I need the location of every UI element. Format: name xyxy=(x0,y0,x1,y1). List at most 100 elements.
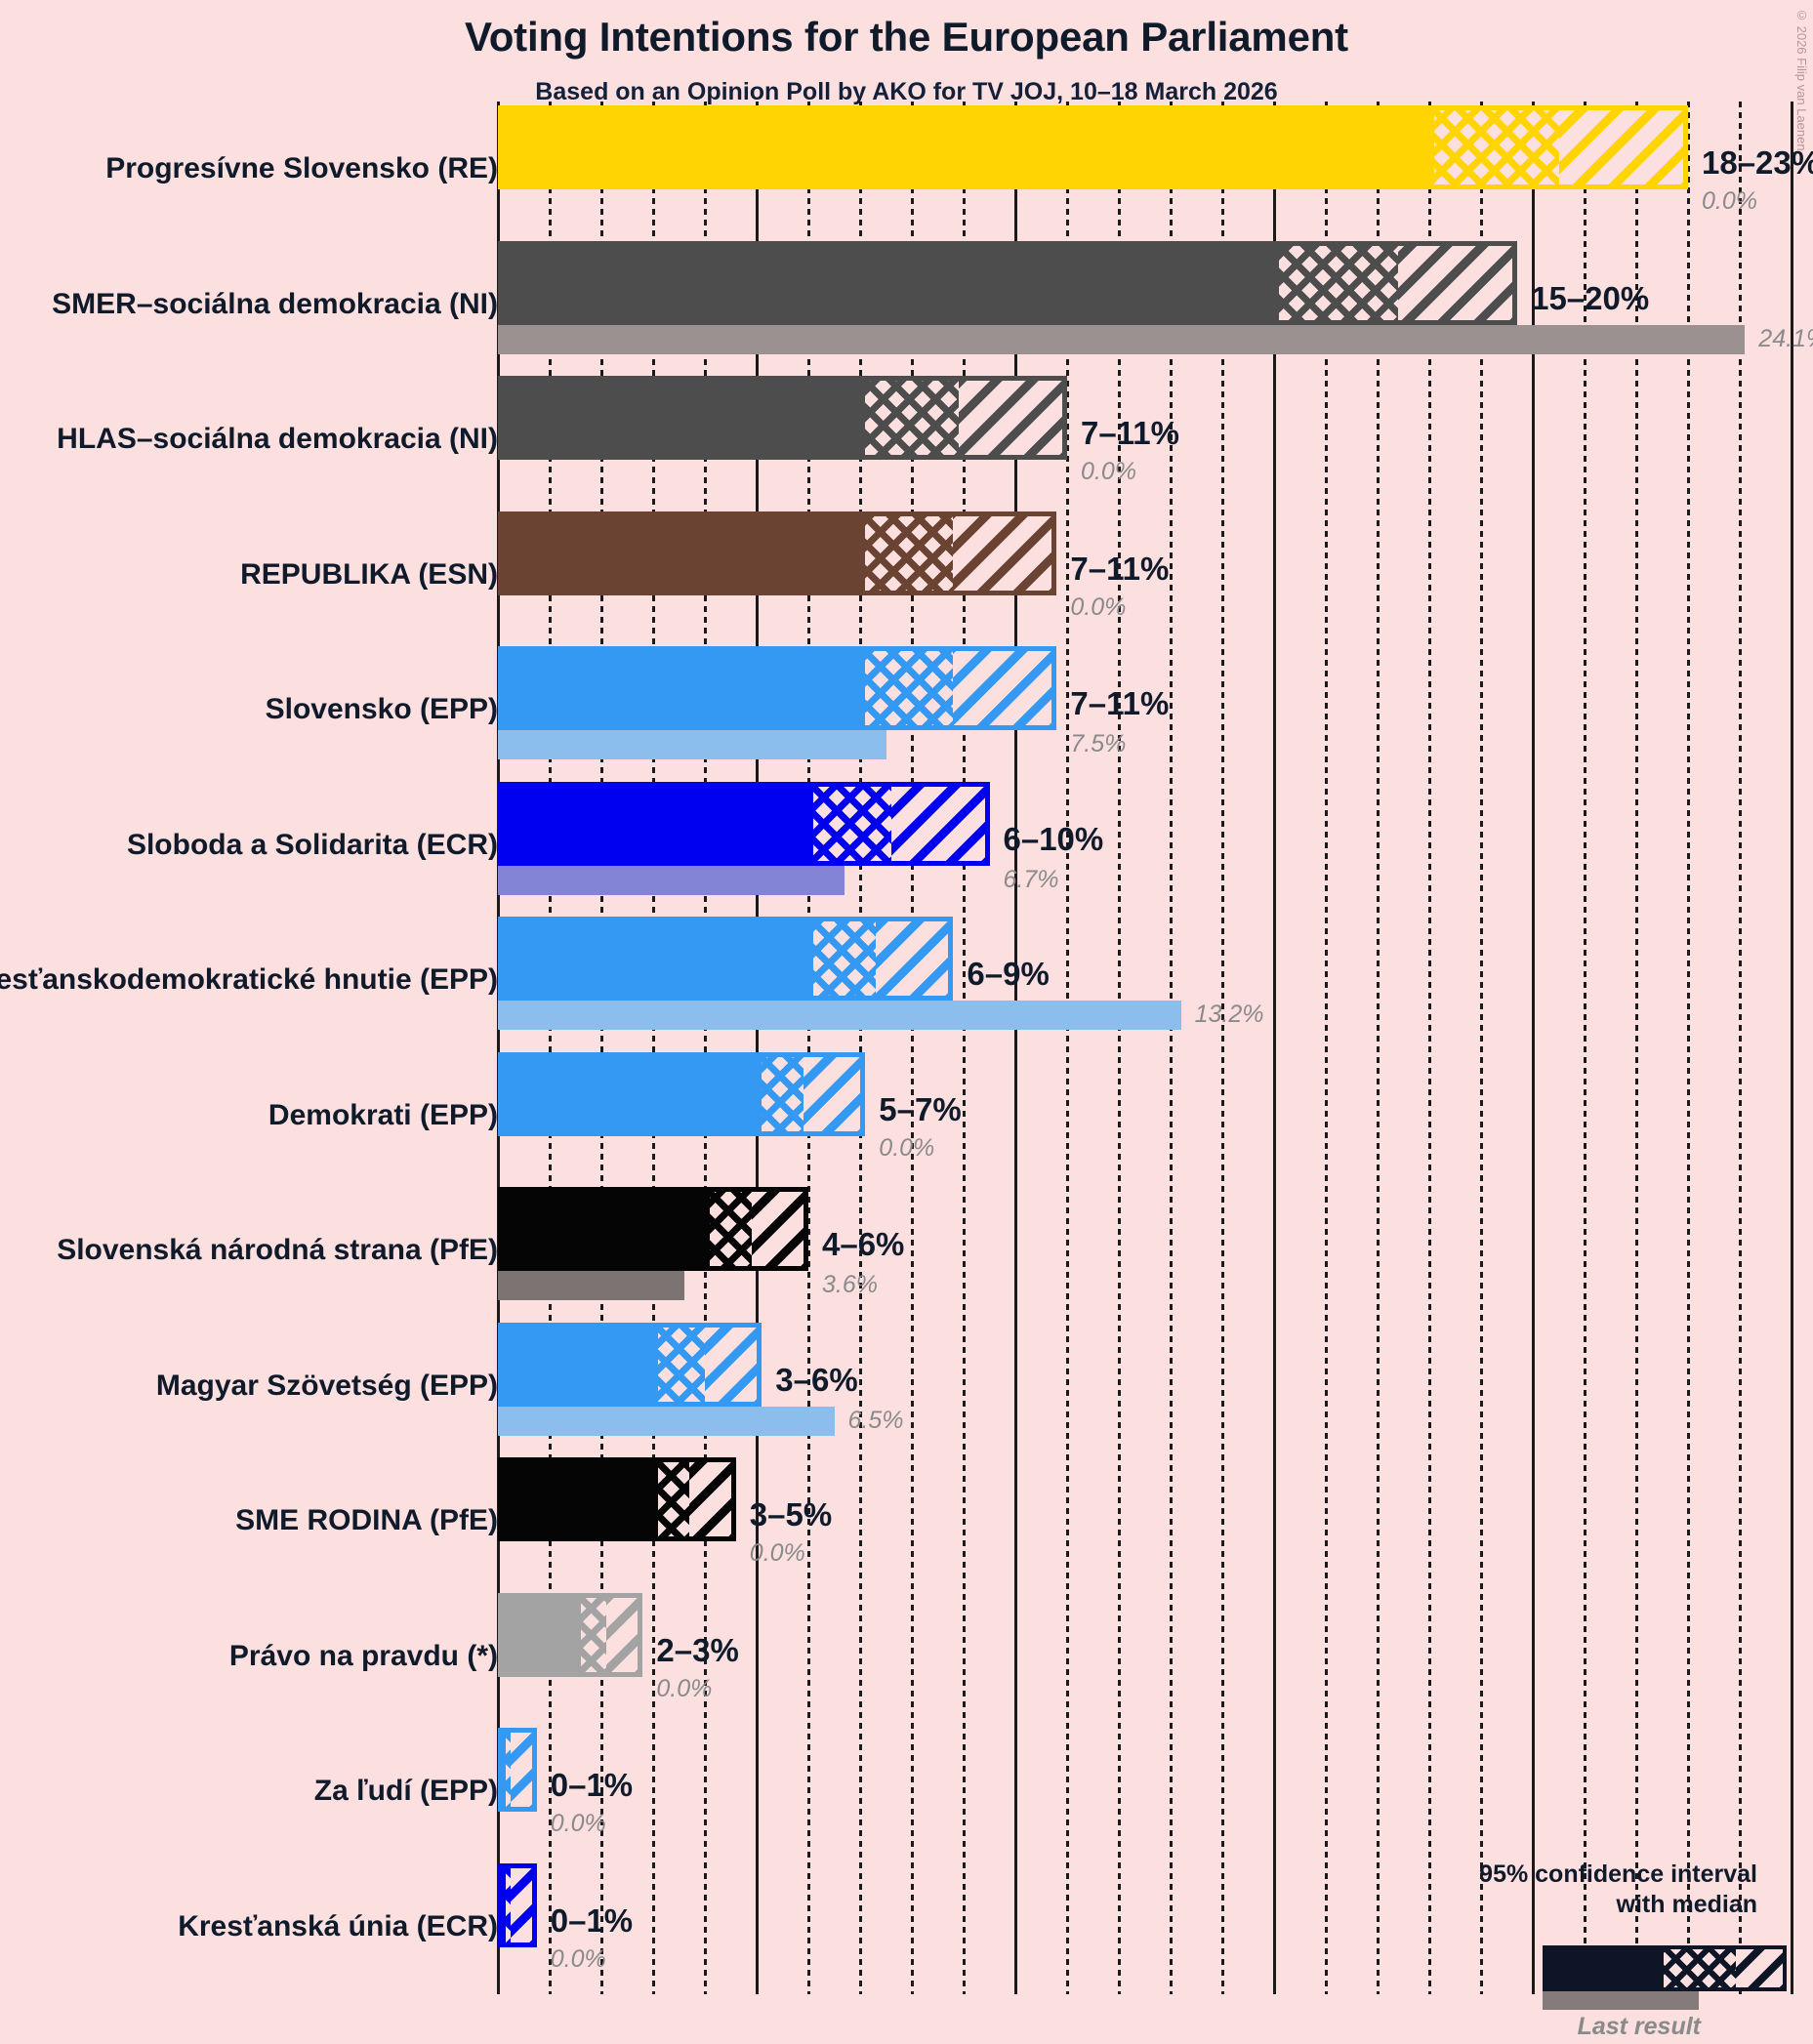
gridline-minor xyxy=(1583,102,1586,1994)
confidence-interval-bar xyxy=(498,240,1518,325)
gridline-minor xyxy=(910,102,914,1994)
bar-outline xyxy=(808,917,954,1001)
last-result-label: 6.7% xyxy=(1003,865,1059,893)
bar-segment-solid xyxy=(498,1592,576,1677)
chart-row: Za ľudí (EPP) 0–1% 0.0% xyxy=(0,1724,1813,1860)
value-range-label: 3–6% xyxy=(775,1361,858,1398)
bar-segment-diagonal xyxy=(875,917,954,1001)
value-range-label: 6–10% xyxy=(1003,820,1104,857)
last-result-label: 0.0% xyxy=(550,1944,606,1973)
party-label: Sloboda a Solidarita (ECR) xyxy=(126,828,498,861)
bar-segment-crosshatch xyxy=(653,1457,690,1541)
gridline-minor xyxy=(1686,102,1690,1994)
last-result-label: 0.0% xyxy=(1081,458,1136,485)
value-range-label: 6–9% xyxy=(967,956,1050,992)
chart-subtitle: Based on an Opinion Poll by AKO for TV J… xyxy=(535,78,1278,105)
legend-segment-solid xyxy=(1543,1945,1660,1991)
bar-outline xyxy=(500,1728,537,1812)
chart-legend: 95% confidence interval with median Last… xyxy=(1386,1860,1787,2040)
bar-segment-solid xyxy=(498,1051,757,1136)
last-result-label: 13.2% xyxy=(1194,1001,1264,1028)
bar-segment-crosshatch xyxy=(860,646,954,730)
bar-segment-solid xyxy=(498,105,1429,189)
gridline-minor xyxy=(1738,102,1742,1994)
confidence-interval-bar xyxy=(498,646,1057,730)
gridline-major xyxy=(755,102,759,1994)
gridline-minor xyxy=(1479,102,1483,1994)
chart-row: HLAS–sociálna demokracia (NI) 7–11% 0.0% xyxy=(0,372,1813,508)
bar-segment-crosshatch xyxy=(808,917,876,1001)
gridline-major xyxy=(1531,102,1535,1994)
bar-outline xyxy=(860,646,1057,730)
last-result-bar xyxy=(498,1001,1181,1030)
value-range-label: 5–7% xyxy=(879,1090,962,1127)
value-range-label: 4–6% xyxy=(822,1226,905,1262)
party-label: Za ľudí (EPP) xyxy=(313,1775,498,1808)
confidence-interval-bar xyxy=(498,511,1057,595)
bar-segment-solid xyxy=(498,781,808,866)
chart-row: Kresťanská únia (ECR) 0–1% 0.0% xyxy=(0,1860,1813,1995)
value-range-label: 2–3% xyxy=(656,1631,739,1668)
bar-segment-diagonal xyxy=(689,1457,736,1541)
bar-segment-crosshatch xyxy=(757,1051,803,1136)
chart-row: Právo na pravdu (*) 2–3% 0.0% xyxy=(0,1589,1813,1725)
bar-segment-solid xyxy=(498,1862,501,1947)
bar-segment-solid xyxy=(498,1187,705,1271)
gridline-major xyxy=(1790,102,1793,1994)
legend-last-result-label: Last result xyxy=(1577,2013,1701,2040)
bar-outline xyxy=(1274,240,1518,325)
gridline-minor xyxy=(858,102,862,1994)
gridline-minor xyxy=(1427,102,1431,1994)
chart-row: Slovenská národná strana (PfE) 4–6% 3.6% xyxy=(0,1183,1813,1319)
bar-segment-solid xyxy=(498,917,808,1001)
bar-segment-diagonal xyxy=(958,376,1067,460)
gridline-major xyxy=(1013,102,1017,1994)
gridline-minor xyxy=(806,102,810,1994)
chart-title: Voting Intentions for the European Parli… xyxy=(465,14,1348,60)
last-result-label: 3.6% xyxy=(822,1271,878,1298)
last-result-label: 6.5% xyxy=(847,1406,904,1434)
confidence-interval-bar xyxy=(498,1051,866,1136)
bar-outline xyxy=(1429,105,1688,189)
gridline-minor xyxy=(599,102,603,1994)
bar-outline xyxy=(705,1187,808,1271)
legend-bar-outline xyxy=(1660,1945,1787,1991)
party-label: Demokrati (EPP) xyxy=(268,1098,498,1131)
bar-segment-solid xyxy=(498,240,1274,325)
bar-outline xyxy=(653,1457,736,1541)
party-label: Kresťanskodemokratické hnutie (EPP) xyxy=(0,963,498,997)
bar-outline xyxy=(757,1051,866,1136)
chart-row: Demokrati (EPP) 5–7% 0.0% xyxy=(0,1048,1813,1184)
gridline-minor xyxy=(1376,102,1380,1994)
last-result-label: 7.5% xyxy=(1070,730,1127,757)
value-range-label: 3–5% xyxy=(749,1496,833,1533)
gridline-major xyxy=(1272,102,1276,1994)
copyright-notice: © 2026 Filip van Laenen xyxy=(1794,8,1809,151)
gridline-minor xyxy=(1169,102,1173,1994)
chart-row: Magyar Szövetség (EPP) 3–6% 6.5% xyxy=(0,1319,1813,1454)
bar-segment-diagonal xyxy=(1398,240,1518,325)
legend-ci-label: 95% confidence interval with median xyxy=(1479,1860,1757,1919)
party-label: Slovenská národná strana (PfE) xyxy=(57,1234,498,1267)
confidence-interval-bar xyxy=(498,1457,736,1541)
bar-segment-diagonal xyxy=(751,1187,808,1271)
bar-segment-solid xyxy=(498,1322,653,1407)
chart-row: SMER–sociálna demokracia (NI) 15–20% 24.1% xyxy=(0,237,1813,373)
y-axis-line xyxy=(496,102,500,1994)
value-range-label: 0–1% xyxy=(550,1767,634,1803)
bar-segment-crosshatch xyxy=(705,1187,752,1271)
bar-outline xyxy=(500,1862,537,1947)
bar-segment-crosshatch xyxy=(1429,105,1559,189)
legend-last-result-bar xyxy=(1543,1991,1699,2010)
legend-line-1: 95% confidence interval xyxy=(1479,1860,1757,1888)
last-result-bar xyxy=(498,865,845,895)
last-result-label: 0.0% xyxy=(1070,593,1127,621)
gridline-minor xyxy=(548,102,552,1994)
gridline-minor xyxy=(1220,102,1224,1994)
chart-row: Progresívne Slovensko (RE) 18–23% 0.0% xyxy=(0,102,1813,237)
party-label: SME RODINA (PfE) xyxy=(235,1504,498,1537)
bar-segment-solid xyxy=(498,646,860,730)
chart-row: REPUBLIKA (ESN) 7–11% 0.0% xyxy=(0,508,1813,643)
confidence-interval-bar xyxy=(498,1728,537,1812)
